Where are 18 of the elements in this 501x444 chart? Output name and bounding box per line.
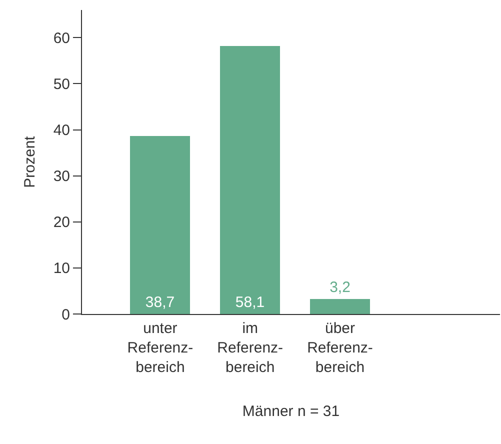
y-tick-label: 50: [53, 76, 70, 93]
y-axis-title: Prozent: [22, 135, 39, 188]
y-tick-label: 30: [53, 168, 70, 186]
data-label: 58,1: [235, 294, 265, 311]
bar: [310, 299, 370, 314]
y-tick-label: 40: [53, 122, 70, 140]
bar: [220, 46, 280, 314]
x-tick-label: über Referenz- bereich: [307, 320, 373, 376]
x-tick-label: unter Referenz- bereich: [127, 320, 194, 376]
data-label: 38,7: [145, 294, 175, 311]
y-tick-label: 0: [62, 306, 70, 324]
x-tick-label: im Referenz- bereich: [217, 320, 284, 376]
y-tick-label: 60: [53, 30, 70, 47]
bar: [130, 136, 190, 314]
y-tick-label: 10: [53, 260, 70, 278]
x-axis-title: Männer n = 31: [242, 403, 340, 420]
data-label: 3,2: [330, 279, 350, 296]
y-tick-label: 20: [53, 214, 70, 232]
